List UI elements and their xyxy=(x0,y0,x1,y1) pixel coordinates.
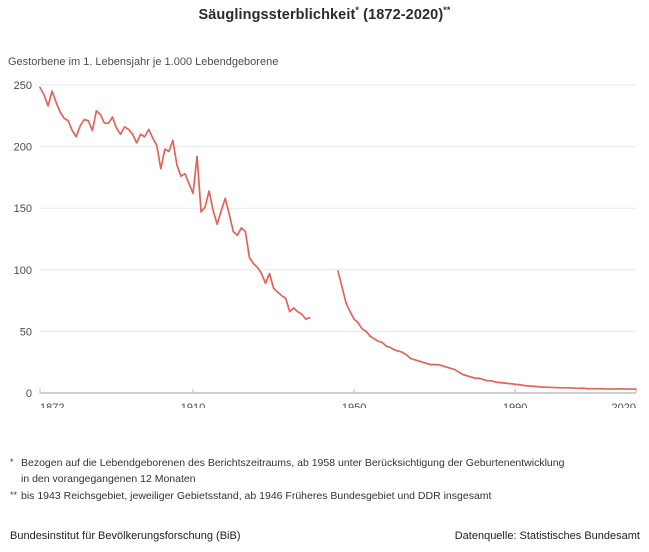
line-chart: 0 50 100 150 200 250 1872 1910 1950 1990 2020 xyxy=(14,80,637,408)
x-axis-tick-label: 1950 xyxy=(342,402,366,408)
footnote-mark-2: ** xyxy=(10,489,18,500)
y-axis-tick-label: 250 xyxy=(14,80,32,92)
y-axis-tick-label: 50 xyxy=(20,326,32,338)
x-axis-tick-label: 1872 xyxy=(40,402,64,408)
x-axis-group xyxy=(39,389,637,394)
y-axis-tick-label: 200 xyxy=(14,142,32,154)
y-axis-tick-label: 150 xyxy=(14,203,32,215)
footer-institution: Bundesinstitut für Bevölkerungsforschung… xyxy=(10,530,241,542)
footnote-1-line-2: in den vorangegangenen 12 Monaten xyxy=(10,471,640,487)
footnote-1-line-1: * Bezogen auf die Lebendgeborenen des Ber… xyxy=(10,455,640,471)
y-axis-tick-label: 0 xyxy=(26,388,32,400)
x-axis-tick-label: 1990 xyxy=(503,402,527,408)
title-footnote-mark-1: * xyxy=(355,5,360,16)
chart-subtitle: Gestorbene im 1. Lebensjahr je 1.000 Leb… xyxy=(8,56,279,68)
title-year-range: (1872-2020) xyxy=(359,7,444,23)
footer-data-source: Datenquelle: Statistisches Bundesamt xyxy=(454,530,640,542)
footnotes: * Bezogen auf die Lebendgeborenen des Ber… xyxy=(10,455,640,504)
x-axis-tick-label: 1910 xyxy=(181,402,205,408)
footnote-1-text-b: in den vorangegangenen 12 Monaten xyxy=(21,473,196,486)
footnote-1-text-a: Bezogen auf die Lebendgeborenen des Beri… xyxy=(21,457,565,469)
chart-area: 0 50 100 150 200 250 1872 1910 1950 1990 2020 xyxy=(0,78,649,408)
data-series-group xyxy=(39,86,637,391)
footnote-2-line-1: ** bis 1943 Reichsgebiet, jeweiliger Gebi… xyxy=(10,488,640,504)
x-axis-labels-group: 1872 1910 1950 1990 2020 xyxy=(40,402,636,408)
data-line xyxy=(39,86,311,320)
data-line xyxy=(337,270,637,391)
footer: Bundesinstitut für Bevölkerungsforschung… xyxy=(10,530,640,542)
gridlines-group xyxy=(40,84,636,332)
x-axis-tick-label: 2020 xyxy=(612,402,636,408)
page-title: Säuglingssterblichkeit* (1872-2020)** xyxy=(0,5,649,23)
title-text: Säuglingssterblichkeit xyxy=(198,7,356,23)
y-axis-labels-group: 0 50 100 150 200 250 xyxy=(14,80,32,400)
title-footnote-mark-2: ** xyxy=(443,5,451,16)
footnote-mark-1: * xyxy=(10,457,14,467)
y-axis-tick-label: 100 xyxy=(14,265,32,277)
footnote-2-text: bis 1943 Reichsgebiet, jeweiliger Gebiet… xyxy=(21,489,492,502)
